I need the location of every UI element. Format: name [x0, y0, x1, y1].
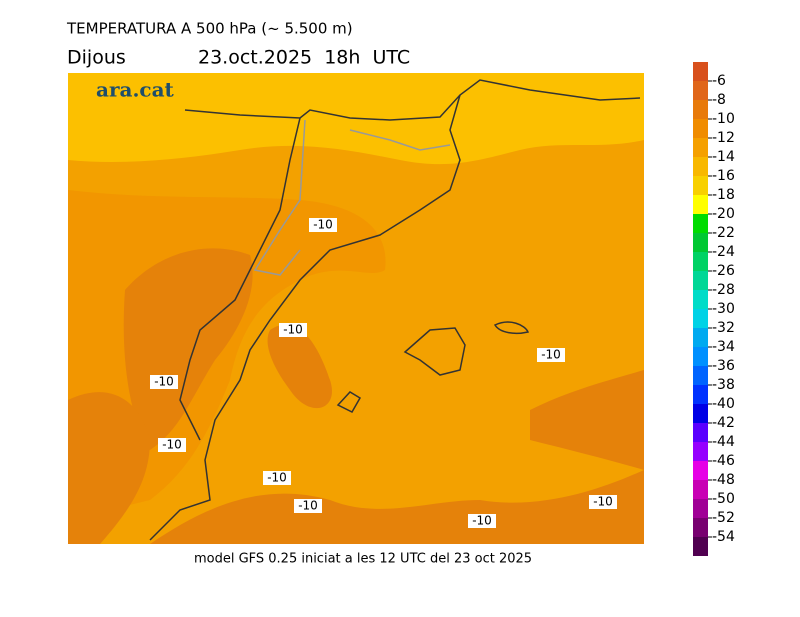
contour-label-bg: [263, 471, 291, 485]
colorbar-label: -28: [712, 282, 735, 298]
colorbar-label: -50: [712, 491, 735, 507]
colorbar-label: -30: [712, 301, 735, 317]
colorbar-label: -12: [712, 130, 735, 146]
colorbar-swatch: [693, 328, 708, 347]
colorbar-swatch: [693, 62, 708, 81]
colorbar-swatch: [693, 81, 708, 100]
colorbar-label: -44: [712, 434, 735, 450]
colorbar-swatch: [693, 309, 708, 328]
colorbar-swatch: [693, 214, 708, 233]
footer: model GFS 0.25 iniciat a les 12 UTC del …: [194, 552, 532, 567]
colorbar-swatch: [693, 404, 708, 423]
contour-labels: -10 -10 -10 -10 -10 -10 -10 -10 -10: [150, 218, 617, 528]
contour-label: -10: [313, 218, 333, 232]
colorbar-label: -46: [712, 453, 735, 469]
colorbar-swatch: [693, 100, 708, 119]
colorbar-swatch: [693, 385, 708, 404]
colorbar-label: -52: [712, 510, 735, 526]
colorbar-swatch: [693, 347, 708, 366]
colorbar-swatch: [693, 480, 708, 499]
colorbar-swatch: [693, 119, 708, 138]
contour-label-bg: [150, 375, 178, 389]
colorbar-label: -16: [712, 168, 735, 184]
colorbar-swatch: [693, 537, 708, 556]
colorbar-label: -34: [712, 339, 735, 355]
colorbar-label: -10: [712, 111, 735, 127]
field-dark: [150, 470, 644, 544]
map: ara.cat: [68, 73, 644, 544]
contour-label-bg: [294, 499, 322, 513]
colorbar-swatch: [693, 176, 708, 195]
island: [336, 391, 362, 413]
colorbar-swatch: [693, 271, 708, 290]
colorbar-label: -6: [712, 73, 726, 89]
colorbar-label: -40: [712, 396, 735, 412]
contour-label-bg: [309, 218, 337, 232]
field-dark: [530, 370, 644, 470]
colorbar-swatch: [693, 423, 708, 442]
colorbar-label: -22: [712, 225, 735, 241]
contour-label: -10: [472, 514, 492, 528]
island: [493, 321, 530, 335]
border: [184, 79, 641, 121]
colorbar-label: -18: [712, 187, 735, 203]
contour-label-bg: [537, 348, 565, 362]
field-dark: [267, 324, 332, 409]
contour-label: -10: [593, 495, 613, 509]
colorbar-swatch: [693, 138, 708, 157]
colorbar-swatch: [693, 499, 708, 518]
colorbar-swatch: [693, 290, 708, 309]
colorbar: -6 -8 -10 -12 -14 -16 -18 -20 -22 -24 -26 -28 -30 -32…: [693, 62, 735, 556]
colorbar-swatch: [693, 157, 708, 176]
title: TEMPERATURA A 500 hPa (~ 5.500 m): [66, 20, 353, 38]
colorbar-label: -36: [712, 358, 735, 374]
colorbar-swatch: [693, 518, 708, 537]
contour-label-bg: [589, 495, 617, 509]
logo: ara.cat: [96, 78, 175, 102]
colorbar-swatch: [693, 366, 708, 385]
contour-label-bg: [468, 514, 496, 528]
colorbar-label: -8: [712, 92, 726, 108]
contour-label-bg: [279, 323, 307, 337]
datetime: 23.oct.2025 18h UTC: [198, 47, 410, 69]
contour-label: -10: [283, 323, 303, 337]
day: Dijous: [67, 47, 126, 69]
contour-label: -10: [298, 499, 318, 513]
border: [179, 117, 301, 441]
colorbar-swatch: [693, 461, 708, 480]
colorbar-label: -42: [712, 415, 735, 431]
contour-label-bg: [158, 438, 186, 452]
contour-label: -10: [267, 471, 287, 485]
colorbar-label: -54: [712, 529, 735, 545]
colorbar-swatch: [693, 195, 708, 214]
colorbar-label: -38: [712, 377, 735, 393]
field-dark: [68, 392, 150, 544]
field-dark: [123, 248, 253, 450]
colorbar-swatch: [693, 233, 708, 252]
contour-label: -10: [541, 348, 561, 362]
colorbar-swatch: [693, 442, 708, 461]
coastline: [149, 94, 461, 541]
colorbar-label: -48: [712, 472, 735, 488]
colorbar-label: -24: [712, 244, 735, 260]
colorbar-label: -26: [712, 263, 735, 279]
border: [253, 119, 306, 276]
colorbar-label: -14: [712, 149, 735, 165]
colorbar-swatch: [693, 252, 708, 271]
border: [349, 129, 451, 151]
contour-label: -10: [154, 375, 174, 389]
colorbar-label: -32: [712, 320, 735, 336]
contour-label: -10: [162, 438, 182, 452]
island: [403, 327, 466, 376]
colorbar-label: -20: [712, 206, 735, 222]
